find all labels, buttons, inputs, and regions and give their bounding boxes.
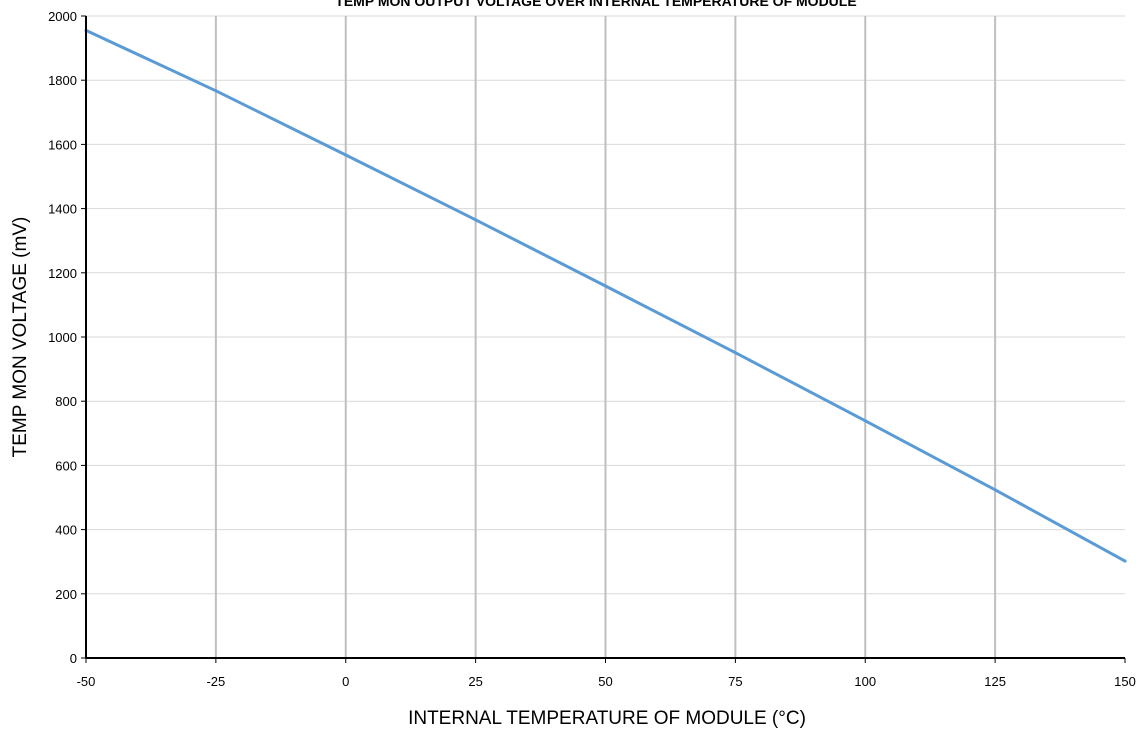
y-tick-label: 1400 [48, 202, 77, 217]
x-tick-label: 0 [342, 674, 349, 689]
x-tick-label: -25 [206, 674, 225, 689]
data-point [993, 488, 997, 492]
axis-layer [81, 15, 1126, 663]
data-point [474, 218, 478, 222]
x-tick-label: -50 [77, 674, 96, 689]
x-tick-label: 50 [598, 674, 612, 689]
y-tick-label: 1800 [48, 73, 77, 88]
data-point [604, 284, 607, 288]
y-tick-label: 2000 [48, 9, 77, 24]
y-tick-label: 1200 [48, 266, 77, 281]
data-point [863, 419, 867, 423]
x-tick-label: 100 [854, 674, 876, 689]
grid-layer [86, 15, 1125, 658]
y-tick-label: 0 [70, 651, 77, 666]
tick-label-layer: 0200400600800100012001400160018002000-50… [48, 9, 1136, 689]
y-tick-label: 200 [55, 587, 77, 602]
data-point [214, 89, 218, 93]
y-tick-label: 400 [55, 523, 77, 538]
series-layer [84, 28, 1127, 563]
data-point [344, 153, 348, 157]
y-tick-label: 1000 [48, 330, 77, 345]
y-axis-title: TEMP MON VOLTAGE (mV) [10, 217, 31, 458]
y-tick-label: 600 [55, 458, 77, 473]
x-tick-label: 150 [1114, 674, 1136, 689]
x-tick-label: 25 [468, 674, 482, 689]
x-tick-label: 75 [728, 674, 742, 689]
data-point [1123, 559, 1127, 563]
x-axis-title: INTERNAL TEMPERATURE OF MODULE (°C) [408, 708, 806, 729]
x-tick-label: 125 [984, 674, 1006, 689]
data-point [733, 351, 737, 355]
chart-title: TEMP MON OUTPUT VOLTAGE OVER INTERNAL TE… [335, 0, 856, 9]
y-tick-label: 1600 [48, 137, 77, 152]
y-tick-label: 800 [55, 394, 77, 409]
